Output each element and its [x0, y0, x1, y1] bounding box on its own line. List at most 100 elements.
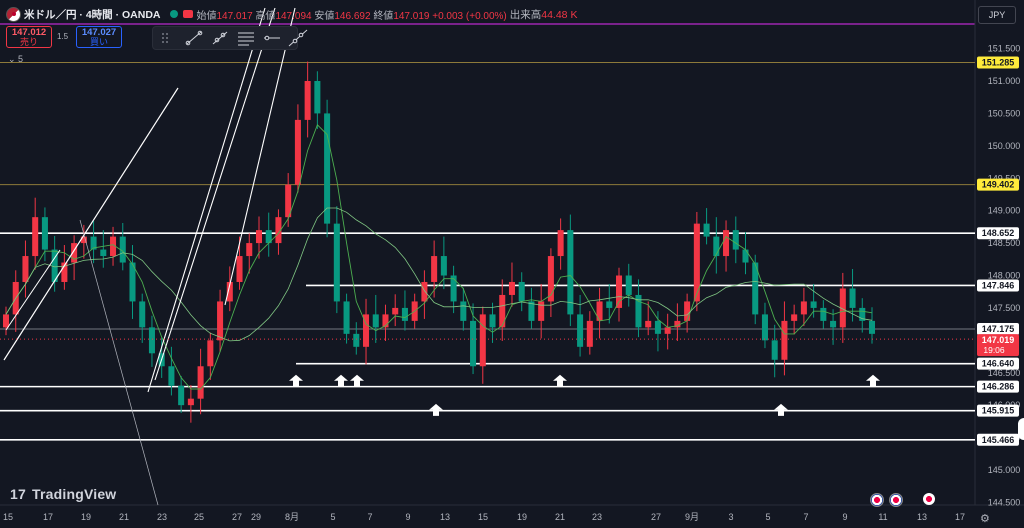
- currency-selector[interactable]: JPY: [978, 6, 1016, 24]
- price-label[interactable]: [977, 279, 1019, 292]
- candle[interactable]: [246, 243, 253, 257]
- candle[interactable]: [693, 223, 700, 302]
- economic-event-jp-icon[interactable]: [923, 493, 935, 505]
- collapse-indicators-toggle[interactable]: ⌄ 5: [8, 54, 24, 64]
- candle[interactable]: [71, 243, 78, 263]
- candle[interactable]: [742, 249, 749, 263]
- symbol-title[interactable]: 米ドル／円 · 4時間 · OANDA: [24, 8, 161, 21]
- candle[interactable]: [148, 327, 155, 354]
- candle[interactable]: [684, 301, 691, 321]
- candle[interactable]: [129, 262, 136, 302]
- candle[interactable]: [314, 81, 321, 114]
- trend-line[interactable]: [147, 7, 266, 393]
- candle[interactable]: [499, 294, 506, 328]
- settings-gear-icon[interactable]: ⚙: [980, 513, 990, 525]
- economic-event-us-icon[interactable]: [870, 493, 884, 507]
- ray-line-icon[interactable]: [209, 29, 231, 47]
- candle[interactable]: [800, 301, 807, 315]
- candle[interactable]: [645, 320, 652, 328]
- candle[interactable]: [32, 217, 39, 257]
- candle[interactable]: [236, 256, 243, 282]
- candle[interactable]: [761, 314, 768, 341]
- trend-line[interactable]: [5, 249, 61, 331]
- candle[interactable]: [713, 236, 720, 257]
- candle[interactable]: [820, 307, 827, 321]
- candle[interactable]: [324, 113, 331, 224]
- candle[interactable]: [577, 314, 584, 347]
- candle[interactable]: [217, 301, 224, 341]
- flag-icon[interactable]: [182, 10, 193, 18]
- candle[interactable]: [732, 230, 739, 250]
- candle[interactable]: [460, 301, 467, 321]
- scroll-handle[interactable]: [1018, 418, 1024, 440]
- candle[interactable]: [197, 366, 204, 399]
- candle[interactable]: [431, 256, 438, 282]
- candle[interactable]: [401, 307, 408, 321]
- candle[interactable]: [781, 320, 788, 360]
- candle[interactable]: [703, 223, 710, 237]
- text-lines-icon[interactable]: [235, 29, 257, 47]
- drag-handle-icon[interactable]: [157, 29, 179, 47]
- candle[interactable]: [178, 385, 185, 406]
- candle[interactable]: [294, 119, 301, 185]
- candle[interactable]: [226, 281, 233, 302]
- candle[interactable]: [110, 236, 117, 257]
- price-label[interactable]: [977, 380, 1019, 393]
- candle[interactable]: [849, 288, 856, 308]
- candle[interactable]: [304, 81, 311, 120]
- candle[interactable]: [139, 301, 146, 328]
- candle[interactable]: [343, 301, 350, 334]
- candle[interactable]: [771, 340, 778, 360]
- price-label[interactable]: [977, 227, 1019, 240]
- horizontal-ray-icon[interactable]: [261, 29, 283, 47]
- candle[interactable]: [265, 230, 272, 244]
- candle[interactable]: [635, 294, 642, 328]
- candle[interactable]: [382, 314, 389, 328]
- price-label[interactable]: [977, 178, 1019, 191]
- candle[interactable]: [664, 327, 671, 334]
- candle[interactable]: [508, 281, 515, 295]
- trend-line-icon[interactable]: [183, 29, 205, 47]
- candle[interactable]: [674, 320, 681, 328]
- candle[interactable]: [255, 230, 263, 244]
- candle[interactable]: [353, 333, 360, 347]
- candle[interactable]: [421, 281, 428, 302]
- candle[interactable]: [723, 230, 730, 257]
- trend-line[interactable]: [3, 87, 179, 361]
- trend-line[interactable]: [154, 7, 276, 381]
- price-label[interactable]: [977, 334, 1019, 357]
- candle[interactable]: [615, 275, 623, 308]
- candle[interactable]: [596, 301, 603, 321]
- price-label[interactable]: [977, 56, 1019, 69]
- candle[interactable]: [187, 398, 194, 406]
- economic-event-us-icon[interactable]: [889, 493, 903, 507]
- candle[interactable]: [51, 249, 58, 282]
- sell-button[interactable]: 147.012 売り: [6, 26, 52, 48]
- extended-line-icon[interactable]: [287, 29, 309, 47]
- candle[interactable]: [363, 314, 370, 347]
- candle[interactable]: [22, 256, 29, 282]
- price-label[interactable]: [977, 433, 1019, 446]
- candle[interactable]: [752, 262, 759, 315]
- candle[interactable]: [791, 314, 798, 321]
- candle[interactable]: [528, 301, 535, 321]
- price-label[interactable]: [977, 404, 1019, 417]
- candle[interactable]: [557, 230, 564, 257]
- candle[interactable]: [90, 236, 97, 250]
- candle[interactable]: [518, 281, 525, 302]
- candle[interactable]: [80, 236, 87, 244]
- candle[interactable]: [567, 230, 574, 315]
- candle[interactable]: [479, 314, 486, 367]
- trend-line[interactable]: [79, 219, 159, 506]
- candle[interactable]: [392, 307, 399, 315]
- candle[interactable]: [586, 320, 593, 347]
- candle[interactable]: [470, 320, 477, 367]
- candle[interactable]: [2, 314, 10, 328]
- buy-button[interactable]: 147.027 買い: [76, 26, 122, 48]
- candle[interactable]: [285, 184, 292, 218]
- candle[interactable]: [333, 223, 340, 302]
- candle[interactable]: [372, 314, 379, 328]
- candle[interactable]: [654, 320, 661, 334]
- candle[interactable]: [868, 320, 876, 334]
